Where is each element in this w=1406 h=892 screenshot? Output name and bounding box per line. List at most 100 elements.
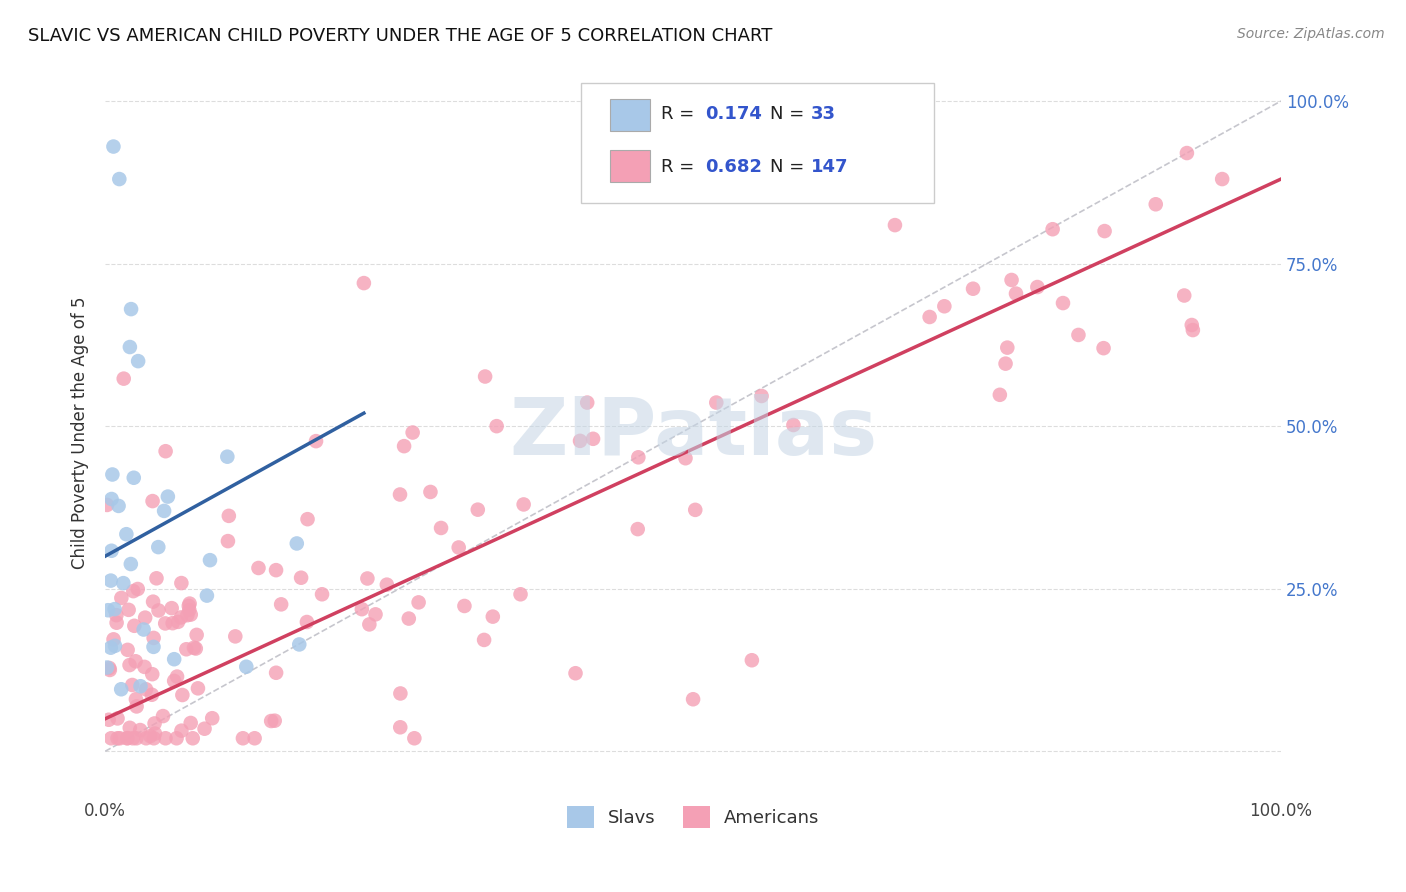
- Point: [105, 615, 128, 630]
- Point: [675, 451, 697, 466]
- Point: [118, 340, 141, 354]
- Point: [184, 641, 207, 656]
- Point: [1175, 146, 1198, 161]
- Text: SLAVIC VS AMERICAN CHILD POVERTY UNDER THE AGE OF 5 CORRELATION CHART: SLAVIC VS AMERICAN CHILD POVERTY UNDER T…: [28, 27, 772, 45]
- Point: [627, 522, 650, 536]
- Point: [100, 574, 122, 588]
- Point: [264, 563, 287, 577]
- Point: [782, 417, 804, 432]
- Point: [176, 608, 198, 623]
- Point: [145, 571, 167, 585]
- Point: [195, 589, 218, 603]
- Point: [115, 731, 138, 746]
- Point: [389, 720, 412, 734]
- Text: R =: R =: [661, 104, 700, 123]
- Point: [180, 716, 202, 731]
- Point: [741, 653, 763, 667]
- Point: [218, 508, 240, 523]
- Point: [125, 731, 148, 746]
- Point: [125, 692, 148, 706]
- Point: [295, 615, 318, 629]
- Point: [142, 494, 165, 508]
- Point: [353, 276, 375, 290]
- Point: [482, 609, 505, 624]
- Point: [170, 576, 193, 591]
- Point: [224, 629, 246, 643]
- Point: [1211, 172, 1233, 186]
- Point: [180, 607, 202, 622]
- Point: [134, 610, 156, 624]
- Point: [198, 553, 221, 567]
- Point: [1026, 280, 1049, 294]
- Legend: Slavs, Americans: Slavs, Americans: [560, 798, 827, 835]
- Point: [104, 639, 127, 653]
- Text: N =: N =: [769, 104, 810, 123]
- Point: [270, 598, 292, 612]
- Point: [467, 502, 489, 516]
- Point: [934, 299, 956, 313]
- Text: 0.682: 0.682: [704, 158, 762, 176]
- Point: [170, 723, 193, 738]
- Point: [297, 512, 319, 526]
- Point: [404, 731, 426, 746]
- Point: [124, 619, 146, 633]
- Point: [166, 731, 188, 746]
- Point: [117, 731, 139, 745]
- Point: [569, 434, 592, 448]
- Point: [115, 527, 138, 541]
- Point: [187, 681, 209, 696]
- Point: [704, 395, 727, 409]
- Point: [1067, 327, 1090, 342]
- Point: [127, 354, 149, 368]
- Point: [108, 172, 131, 186]
- Point: [143, 726, 166, 740]
- Point: [217, 534, 239, 549]
- Point: [155, 444, 177, 458]
- Point: [155, 731, 177, 746]
- Point: [408, 595, 430, 609]
- Point: [884, 218, 907, 232]
- Point: [1144, 197, 1167, 211]
- Point: [163, 652, 186, 666]
- Point: [112, 371, 135, 385]
- Point: [388, 487, 411, 501]
- Point: [1173, 288, 1195, 302]
- Point: [375, 577, 398, 591]
- Y-axis label: Child Poverty Under the Age of 5: Child Poverty Under the Age of 5: [72, 296, 89, 569]
- Point: [627, 450, 650, 465]
- Point: [107, 731, 129, 746]
- Point: [193, 722, 215, 736]
- Point: [172, 688, 194, 702]
- Point: [359, 617, 381, 632]
- Point: [98, 663, 121, 677]
- Point: [98, 661, 121, 675]
- Point: [398, 611, 420, 625]
- Point: [232, 731, 254, 746]
- Point: [419, 485, 441, 500]
- Point: [112, 576, 135, 591]
- Point: [142, 731, 165, 746]
- Point: [260, 714, 283, 728]
- Point: [167, 615, 190, 629]
- Point: [509, 587, 531, 601]
- Point: [122, 471, 145, 485]
- Point: [103, 632, 125, 647]
- Point: [110, 591, 132, 605]
- FancyBboxPatch shape: [610, 150, 650, 182]
- Point: [392, 439, 415, 453]
- Point: [1181, 318, 1204, 332]
- Point: [152, 709, 174, 723]
- Text: R =: R =: [661, 158, 700, 176]
- Point: [100, 491, 122, 506]
- Point: [107, 499, 129, 513]
- Point: [100, 640, 122, 655]
- Point: [148, 603, 170, 617]
- Point: [100, 543, 122, 558]
- Point: [751, 389, 773, 403]
- Point: [181, 731, 204, 746]
- Point: [564, 666, 586, 681]
- Point: [474, 369, 496, 384]
- Text: 33: 33: [811, 104, 835, 123]
- Point: [235, 659, 257, 673]
- Point: [141, 667, 163, 681]
